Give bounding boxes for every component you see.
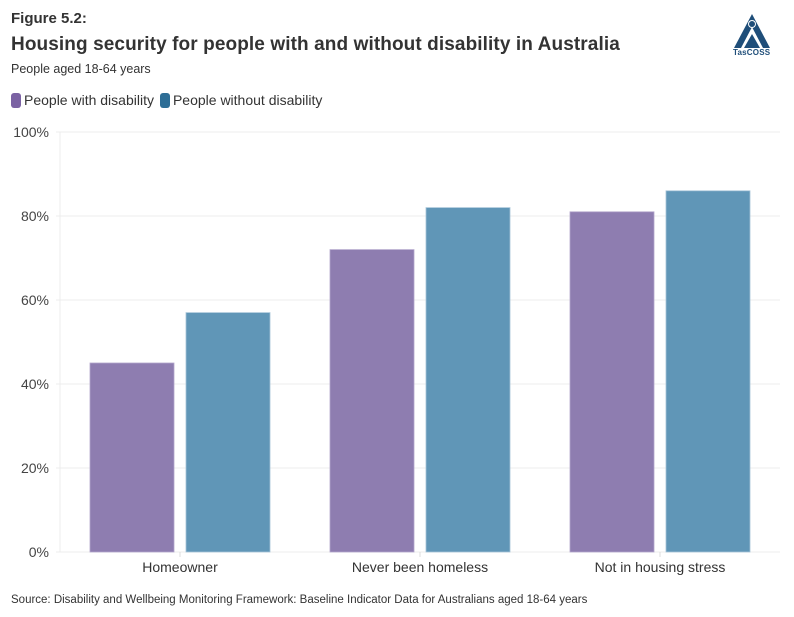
x-tick-label: Not in housing stress	[595, 559, 726, 575]
bar-with-disability	[329, 249, 415, 553]
y-axis: 0% 20% 40% 60% 80% 100%	[13, 124, 49, 560]
x-tick-label: Homeowner	[142, 559, 218, 575]
chart-subtitle: People aged 18-64 years	[11, 62, 151, 76]
bar-with-disability	[89, 362, 175, 553]
legend-label: People without disability	[172, 92, 323, 108]
figure-label: Figure 5.2:	[11, 10, 87, 27]
tascoss-logo-icon	[734, 14, 770, 48]
y-tick-label: 100%	[13, 124, 49, 140]
bar-without-disability	[185, 312, 271, 553]
legend-swatch-with-disability	[11, 92, 21, 108]
bar-without-disability	[665, 190, 751, 553]
bars	[89, 190, 751, 553]
legend: People with disability People without di…	[11, 92, 328, 108]
legend-label: People with disability	[24, 92, 154, 108]
y-tick-label: 60%	[21, 292, 49, 308]
y-tick-label: 40%	[21, 376, 49, 392]
y-tick-label: 20%	[21, 460, 49, 476]
chart-title: Housing security for people with and wit…	[11, 34, 620, 55]
legend-swatch-without-disability	[159, 92, 170, 108]
logo-text: TasCOSS	[733, 48, 771, 57]
bar-without-disability	[425, 207, 511, 553]
x-axis: Homeowner Never been homeless Not in housi…	[142, 552, 725, 575]
y-tick-label: 0%	[29, 544, 49, 560]
gridlines	[56, 131, 780, 553]
legend-item-with-disability: People with disability	[11, 92, 154, 108]
y-tick-label: 80%	[21, 208, 49, 224]
x-tick-label: Never been homeless	[352, 559, 488, 575]
bar-with-disability	[569, 211, 655, 553]
source-note: Source: Disability and Wellbeing Monitor…	[11, 594, 588, 606]
legend-item-without-disability: People without disability	[159, 92, 323, 108]
